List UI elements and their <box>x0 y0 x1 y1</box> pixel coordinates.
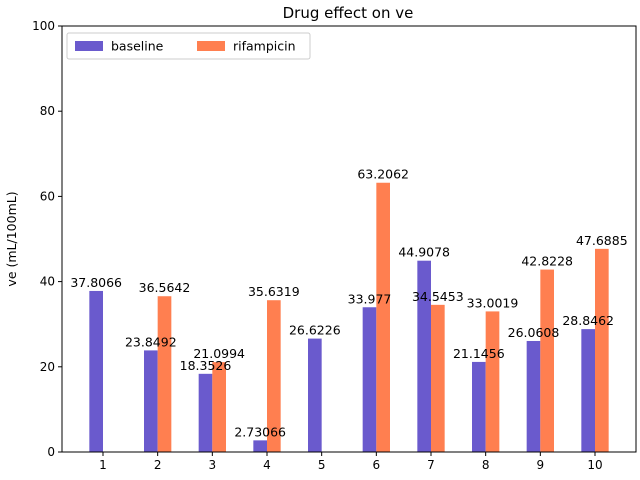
bar-rifampicin-9 <box>540 269 554 452</box>
bar-label-baseline-2: 23.8492 <box>125 334 177 349</box>
legend-swatch-rifampicin <box>197 41 225 51</box>
x-tick-label-10: 10 <box>587 458 602 472</box>
bar-label-rifampicin-9: 42.8228 <box>521 254 573 269</box>
x-tick-label-7: 7 <box>427 458 435 472</box>
x-tick-label-2: 2 <box>154 458 162 472</box>
y-tick-label-100: 100 <box>32 19 55 33</box>
bar-label-baseline-8: 21.1456 <box>453 346 505 361</box>
bar-label-baseline-9: 26.0608 <box>508 325 560 340</box>
bar-label-baseline-3: 18.3526 <box>180 358 232 373</box>
x-tick-label-6: 6 <box>373 458 381 472</box>
x-tick-label-1: 1 <box>99 458 107 472</box>
bar-baseline-4 <box>253 440 267 452</box>
bar-baseline-3 <box>198 373 213 452</box>
bar-rifampicin-8 <box>485 311 500 452</box>
bar-baseline-8 <box>472 361 486 452</box>
bar-label-rifampicin-7: 34.5453 <box>412 289 464 304</box>
bar-baseline-7 <box>417 260 431 452</box>
bar-label-rifampicin-10: 47.6885 <box>576 233 628 248</box>
bar-baseline-10 <box>581 329 595 452</box>
bar-rifampicin-2 <box>157 296 172 452</box>
x-tick-label-8: 8 <box>482 458 490 472</box>
legend-label-baseline: baseline <box>111 39 164 54</box>
chart-title: Drug effect on ve <box>283 4 414 22</box>
x-tick-label-9: 9 <box>537 458 545 472</box>
y-tick-label-0: 0 <box>47 445 55 459</box>
bar-rifampicin-7 <box>431 304 445 452</box>
plot-frame <box>61 25 637 453</box>
bar-label-baseline-4: 2.73066 <box>234 424 286 439</box>
y-axis-label: ve (mL/100mL) <box>4 191 19 286</box>
legend-swatch-baseline <box>75 41 103 51</box>
y-tick-label-40: 40 <box>40 275 55 289</box>
bar-label-rifampicin-6: 63.2062 <box>357 167 409 182</box>
bar-baseline-5 <box>308 338 322 452</box>
bar-label-baseline-5: 26.6226 <box>289 323 341 338</box>
bar-rifampicin-4 <box>267 300 281 452</box>
bar-label-rifampicin-3: 21.0994 <box>193 346 245 361</box>
legend-box <box>66 32 311 60</box>
bar-label-rifampicin-2: 36.5642 <box>139 280 191 295</box>
x-tick-label-3: 3 <box>209 458 217 472</box>
bar-baseline-6 <box>362 307 377 452</box>
bar-label-baseline-7: 44.9078 <box>398 245 450 260</box>
bar-label-baseline-6: 33.977 <box>348 291 392 306</box>
bar-rifampicin-6 <box>376 182 390 453</box>
y-tick-label-20: 20 <box>40 360 55 374</box>
bar-baseline-9 <box>526 340 541 452</box>
x-tick-label-5: 5 <box>318 458 326 472</box>
bar-label-baseline-10: 28.8462 <box>562 313 614 328</box>
bar-label-baseline-1: 37.8066 <box>70 275 122 290</box>
legend: baseline rifampicin <box>66 32 311 60</box>
legend-label-rifampicin: rifampicin <box>233 39 296 54</box>
bar-label-rifampicin-8: 33.0019 <box>467 295 519 310</box>
y-tick-label-60: 60 <box>40 189 55 203</box>
y-tick-label-80: 80 <box>40 104 55 118</box>
bar-baseline-2 <box>144 350 158 452</box>
bar-rifampicin-10 <box>595 248 609 452</box>
bar-baseline-1 <box>89 290 103 452</box>
bar-label-rifampicin-4: 35.6319 <box>248 284 300 299</box>
x-tick-label-4: 4 <box>263 458 271 472</box>
bar-rifampicin-3 <box>212 362 226 452</box>
